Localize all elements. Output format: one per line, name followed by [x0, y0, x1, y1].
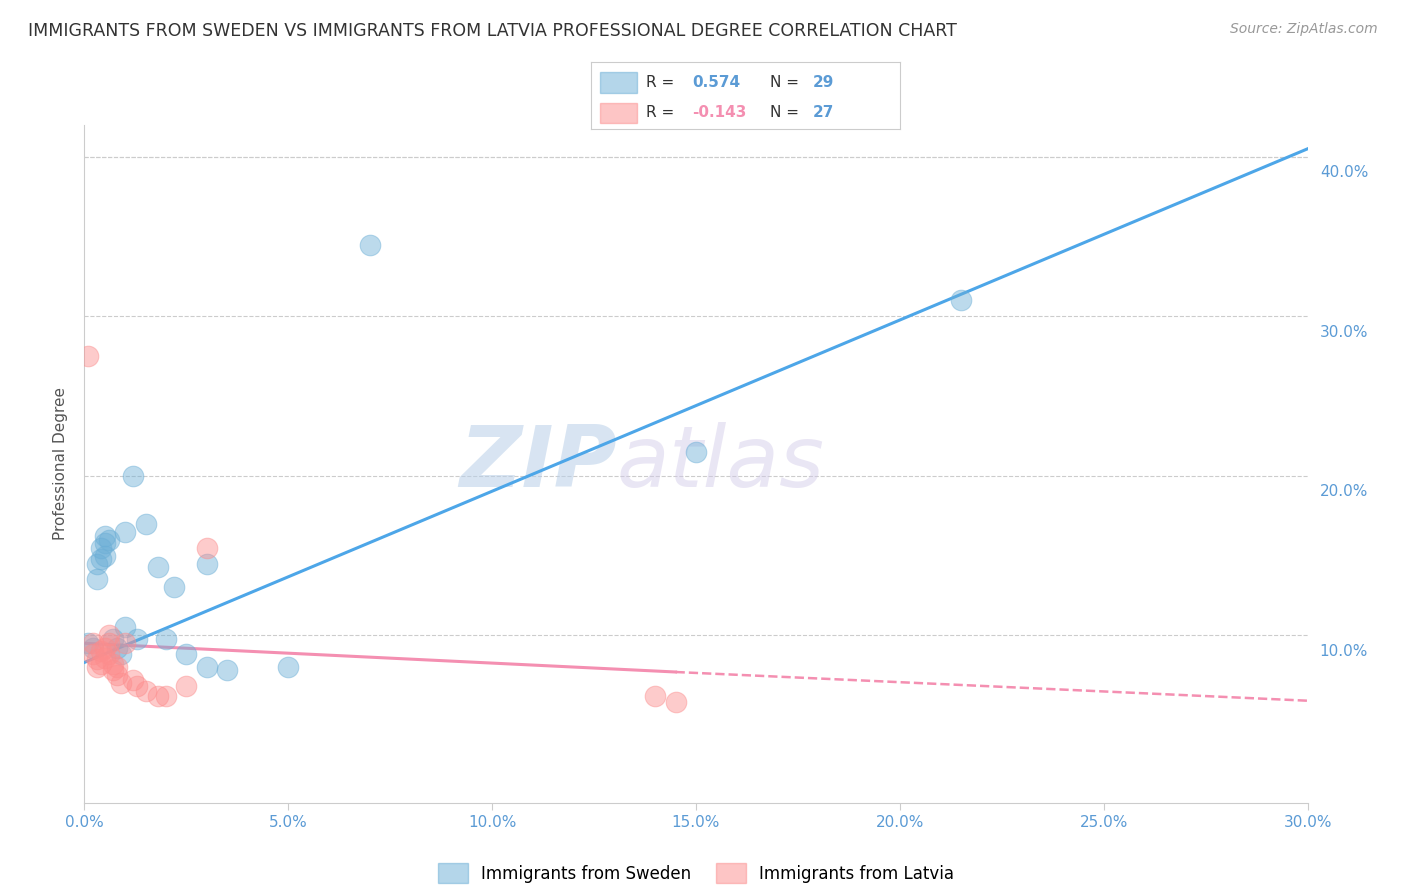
Text: 29: 29 [813, 75, 835, 90]
Point [146, 559, 169, 574]
Text: 40.0%: 40.0% [1320, 165, 1368, 180]
Point [90, 541, 112, 555]
Point [90, 657, 112, 671]
Point [114, 636, 136, 650]
Point [122, 673, 145, 687]
Point [195, 557, 218, 571]
Text: 10.0%: 10.0% [1320, 644, 1368, 659]
Point [86, 652, 108, 666]
Point [195, 541, 218, 555]
Point [93, 529, 115, 543]
Point [82, 648, 104, 662]
Point [90, 644, 112, 658]
Point [93, 549, 115, 563]
Point [277, 660, 299, 674]
Point [664, 695, 686, 709]
Text: R =: R = [647, 105, 679, 120]
FancyBboxPatch shape [600, 72, 637, 93]
Point [155, 689, 177, 703]
Point [86, 557, 108, 571]
Point [685, 445, 707, 459]
Point [359, 237, 381, 252]
FancyBboxPatch shape [600, 103, 637, 123]
Point [105, 660, 128, 674]
Point [174, 648, 197, 662]
Point [101, 657, 124, 671]
Text: 30.0%: 30.0% [1320, 325, 1368, 340]
Text: R =: R = [647, 75, 679, 90]
Point [110, 648, 132, 662]
Point [114, 620, 136, 634]
Point [77, 349, 100, 363]
Point [135, 684, 157, 698]
Point [90, 551, 112, 566]
Point [950, 293, 973, 308]
Point [146, 689, 169, 703]
Point [127, 679, 149, 693]
Point [97, 533, 120, 547]
Point [97, 648, 120, 662]
Point [122, 468, 145, 483]
Point [82, 641, 104, 656]
Point [105, 641, 128, 656]
Point [77, 636, 100, 650]
Point [93, 650, 115, 665]
Point [97, 628, 120, 642]
Point [93, 641, 115, 656]
Point [97, 636, 120, 650]
Text: -0.143: -0.143 [693, 105, 747, 120]
Point [195, 660, 218, 674]
Point [135, 516, 157, 531]
Y-axis label: Professional Degree: Professional Degree [53, 387, 69, 541]
Point [155, 632, 177, 646]
Text: N =: N = [770, 75, 804, 90]
Text: IMMIGRANTS FROM SWEDEN VS IMMIGRANTS FROM LATVIA PROFESSIONAL DEGREE CORRELATION: IMMIGRANTS FROM SWEDEN VS IMMIGRANTS FRO… [28, 22, 957, 40]
Point [644, 689, 666, 703]
Point [127, 632, 149, 646]
Point [101, 632, 124, 646]
Text: atlas: atlas [616, 422, 824, 506]
Point [217, 664, 239, 678]
Text: ZIP: ZIP [458, 422, 616, 506]
Point [101, 664, 124, 678]
Point [174, 679, 197, 693]
Text: 27: 27 [813, 105, 835, 120]
Point [114, 524, 136, 539]
Text: 20.0%: 20.0% [1320, 484, 1368, 500]
Text: N =: N = [770, 105, 804, 120]
Point [110, 676, 132, 690]
Point [105, 668, 128, 682]
Point [86, 660, 108, 674]
Point [163, 581, 186, 595]
Text: Source: ZipAtlas.com: Source: ZipAtlas.com [1230, 22, 1378, 37]
Point [86, 573, 108, 587]
Point [93, 536, 115, 550]
Point [82, 636, 104, 650]
Legend: Immigrants from Sweden, Immigrants from Latvia: Immigrants from Sweden, Immigrants from … [437, 863, 955, 882]
Text: 0.574: 0.574 [693, 75, 741, 90]
